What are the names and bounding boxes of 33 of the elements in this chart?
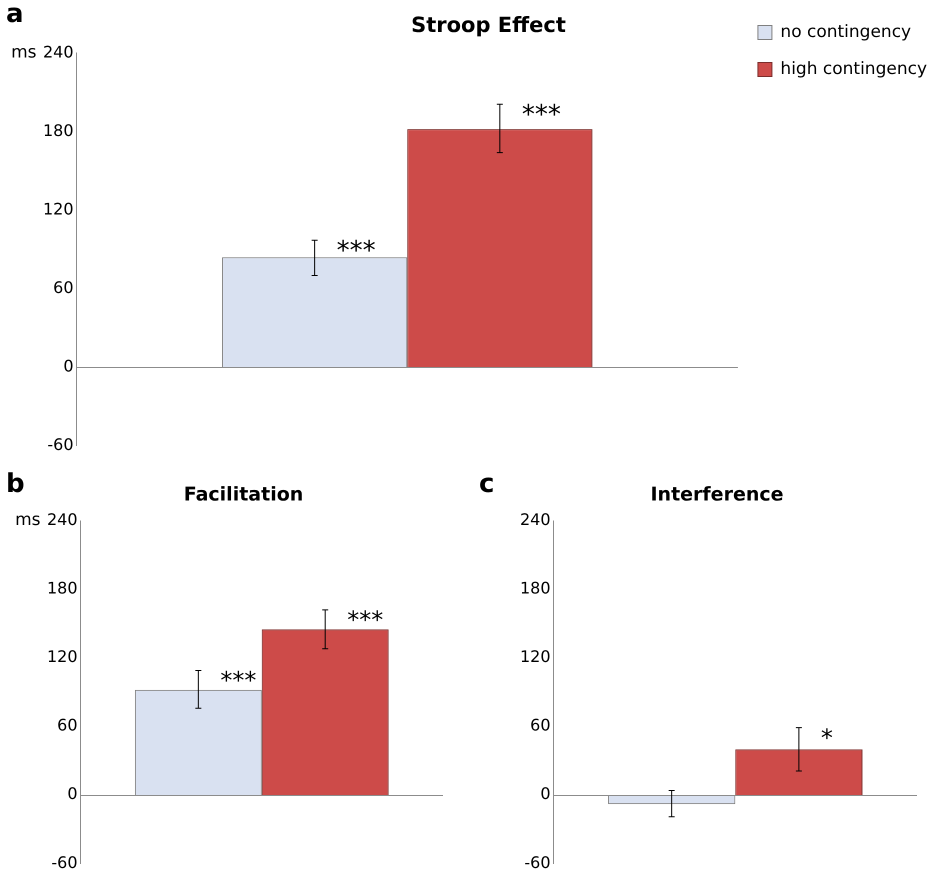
y-tick-label: 240 (46, 510, 78, 529)
y-tick-label: 240 (42, 42, 74, 62)
chart-title: Stroop Effect (411, 13, 566, 38)
y-tick-label: 180 (520, 578, 551, 598)
y-tick-label: 0 (63, 356, 74, 376)
y-tick-label: 60 (53, 278, 74, 297)
y-tick-label: -60 (51, 852, 78, 872)
data-label: *** (336, 236, 376, 266)
y-tick-label: 60 (530, 716, 551, 735)
y-tick-label: 0 (67, 784, 78, 804)
y-axis-title: ms (15, 510, 41, 530)
chart-title: Facilitation (184, 483, 304, 506)
data-label: * (820, 724, 833, 752)
y-tick-label: -60 (47, 434, 74, 454)
data-label: *** (220, 666, 256, 695)
y-tick-label: 240 (520, 510, 551, 529)
y-tick-label: 60 (57, 716, 78, 735)
legend-label: no contingency (780, 22, 912, 42)
y-tick-label: 120 (520, 647, 551, 666)
y-tick-label: 0 (540, 784, 551, 804)
data-label: *** (347, 606, 384, 634)
y-tick-label: 120 (42, 199, 74, 218)
y-axis-title: ms (11, 42, 37, 63)
legend-label: high contingency (780, 58, 928, 79)
text: c (479, 468, 494, 499)
y-tick-label: 180 (42, 120, 74, 140)
data-label: *** (522, 100, 561, 130)
y-tick-label: -60 (524, 852, 551, 872)
y-tick-label: 120 (46, 647, 78, 666)
text: a (6, 0, 24, 29)
chart-title: Interference (650, 483, 784, 506)
text: b (6, 468, 25, 499)
y-tick-label: 180 (46, 578, 78, 598)
